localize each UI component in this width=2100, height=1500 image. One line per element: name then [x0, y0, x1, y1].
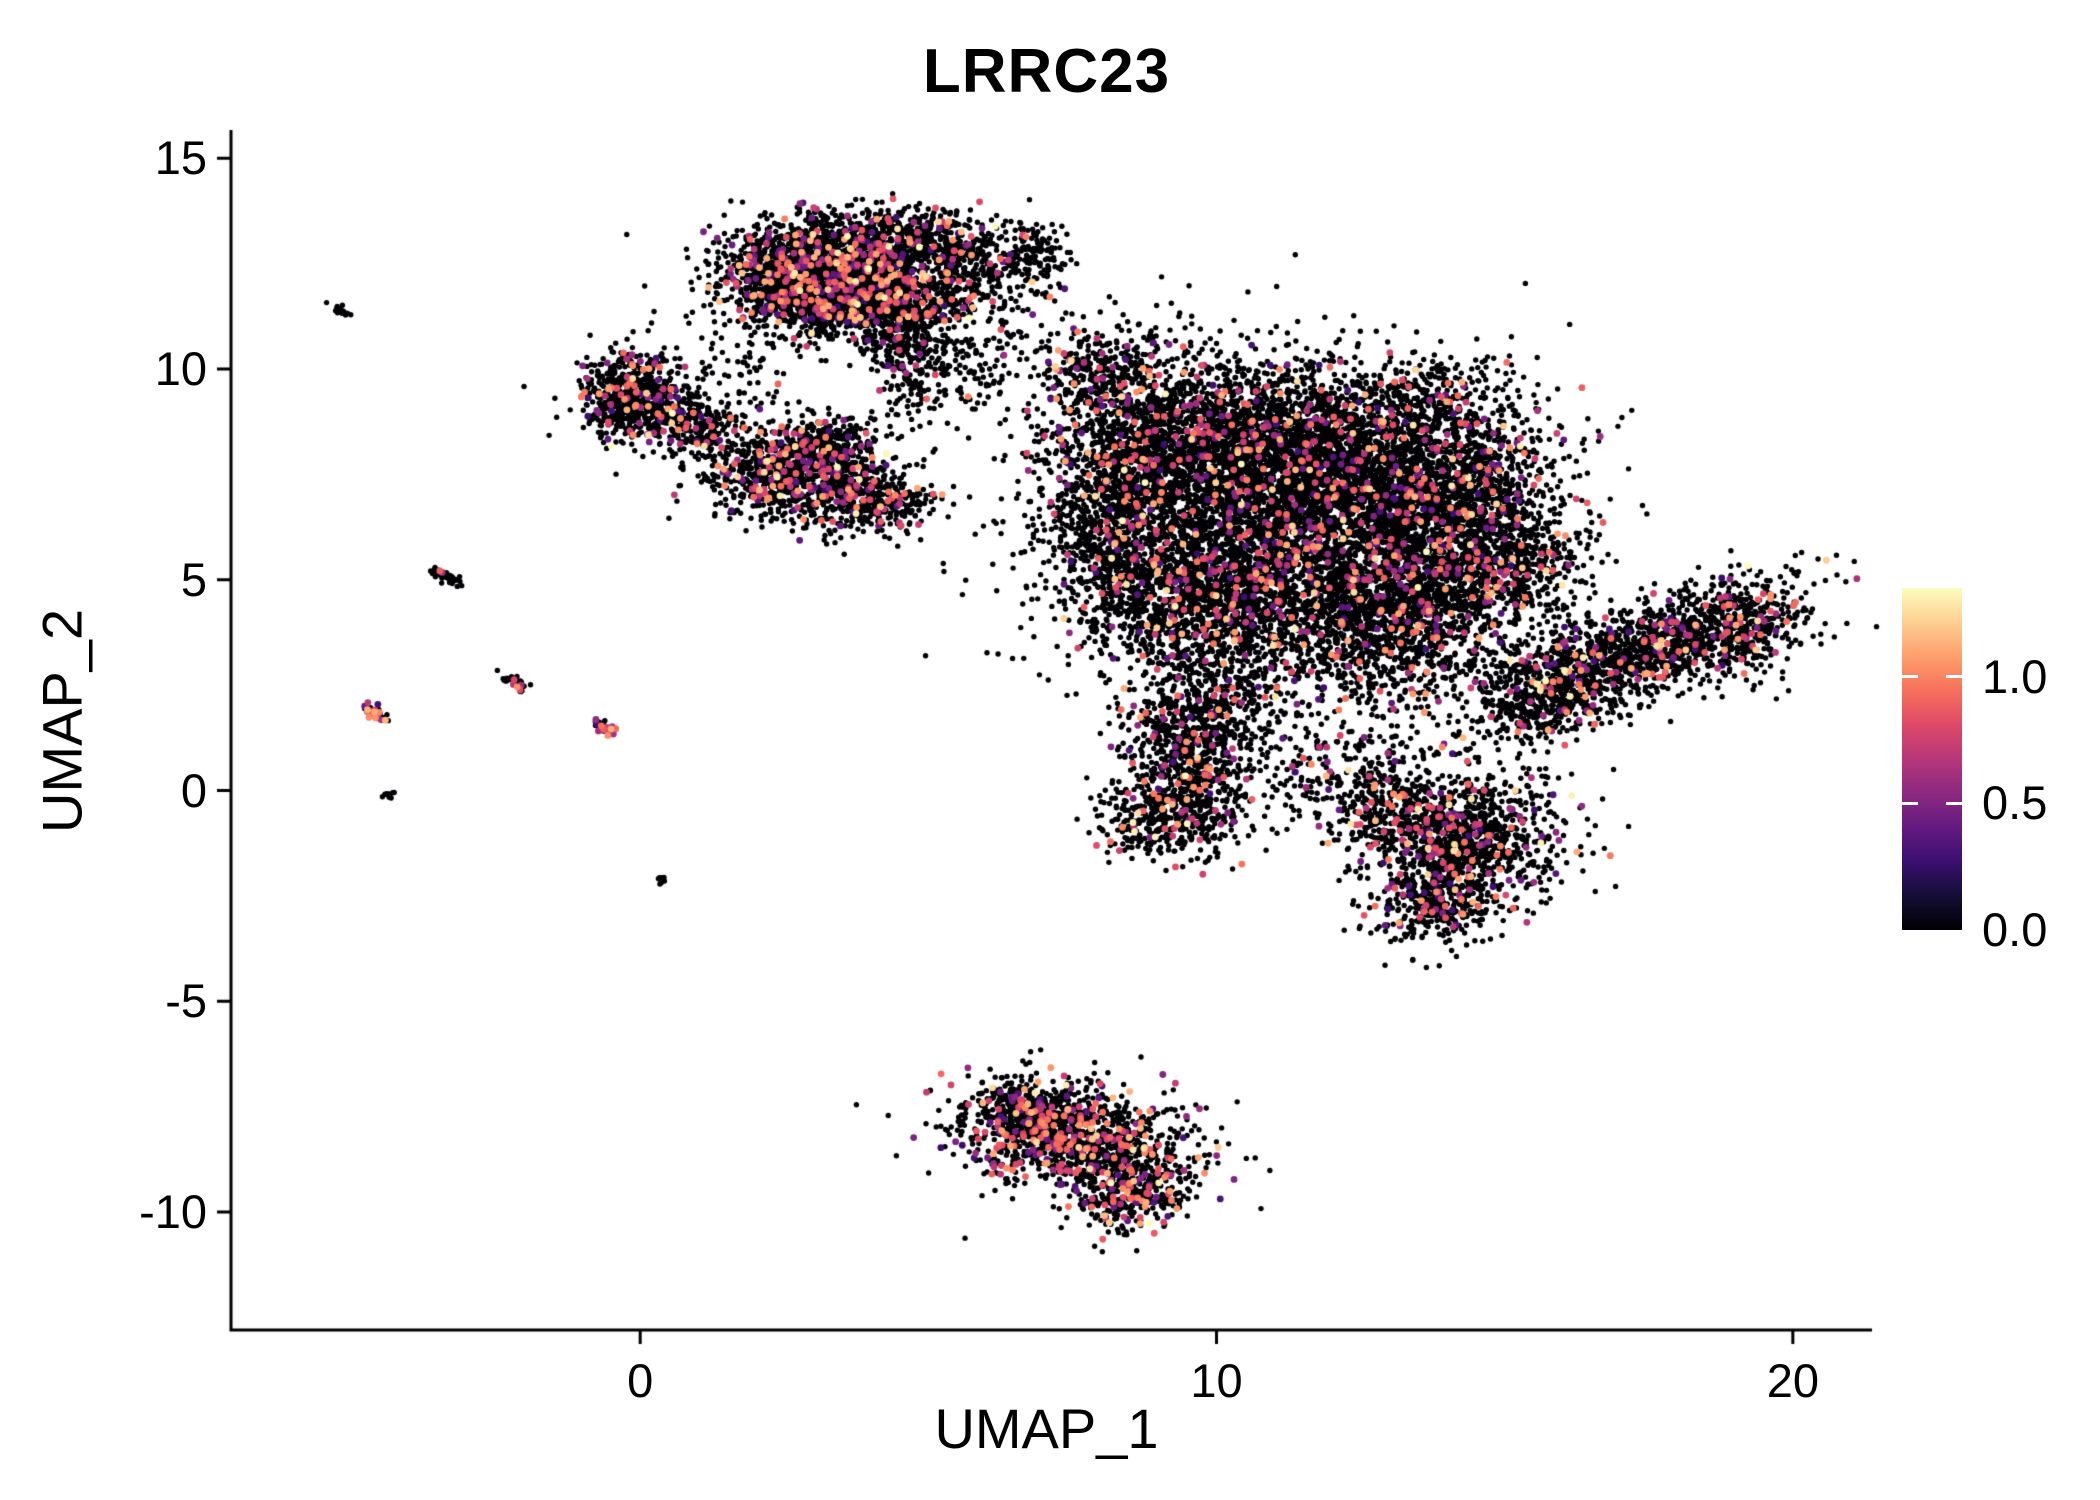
y-tick-label: 0 [180, 763, 207, 817]
y-tick-label: 5 [180, 552, 207, 606]
colorbar-tick-label: 0.5 [1982, 776, 2048, 830]
y-tick-label: 10 [154, 342, 207, 396]
x-tick-label: 20 [1766, 1354, 1819, 1407]
colorbar-tick-label: 1.0 [1982, 649, 2048, 703]
expression-colorbar: 1.0 0.5 0.0 [1902, 588, 2100, 956]
y-tick-label: -10 [139, 1184, 207, 1238]
x-tick-label: 0 [627, 1354, 654, 1407]
y-tick-label: 15 [154, 131, 207, 185]
colorbar-tick-label: 0.0 [1982, 903, 2048, 956]
colorbar-tick [1902, 675, 1918, 679]
colorbar-gradient [1902, 588, 1962, 930]
colorbar-tick [1946, 675, 1962, 679]
x-tick-label: 10 [1190, 1354, 1243, 1407]
colorbar-tick [1946, 801, 1962, 805]
y-tick-label: -5 [165, 974, 207, 1028]
x-axis-label: UMAP_1 [934, 1397, 1159, 1460]
plot-title: LRRC23 [922, 37, 1171, 106]
colorbar-tick [1902, 801, 1918, 805]
